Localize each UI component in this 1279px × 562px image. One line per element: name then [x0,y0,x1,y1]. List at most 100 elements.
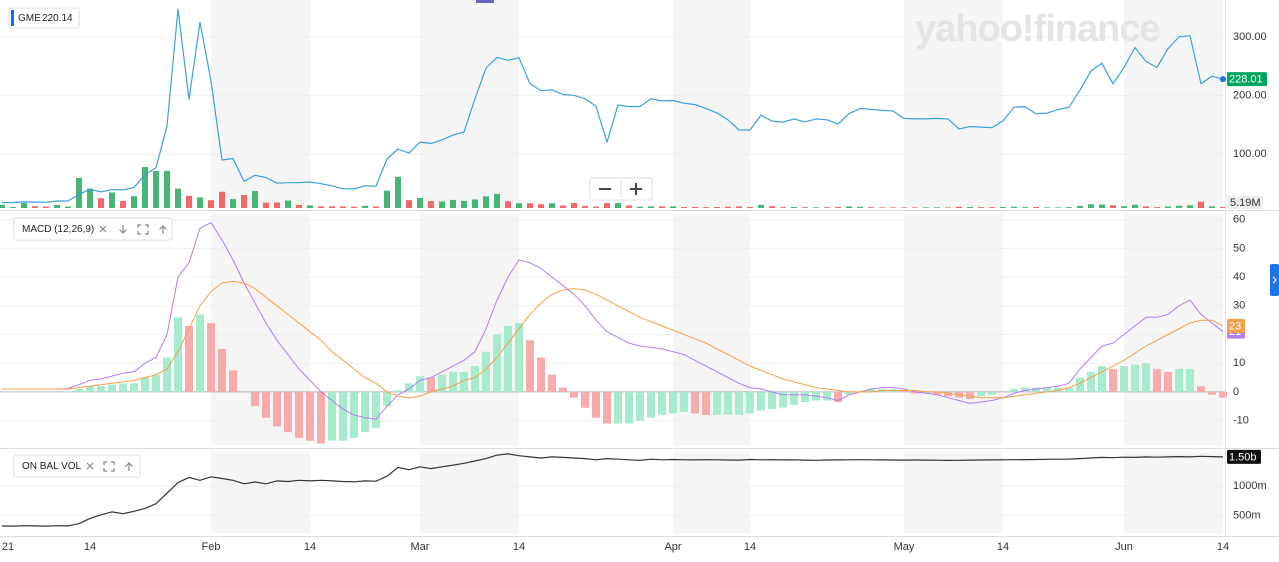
period-band [420,452,519,533]
range-handle[interactable] [476,0,494,3]
histogram-bar [1010,389,1018,392]
move-down-icon[interactable] [119,225,127,234]
volume-bar [142,167,148,208]
volume-bar [175,188,181,208]
period-band [904,0,1003,208]
histogram-bar [1109,368,1117,392]
volume-bar [263,202,269,208]
histogram-bar [823,391,831,401]
zoom-controls [589,177,653,201]
volume-bar [593,206,599,208]
volume-bar [505,201,511,208]
volume-bar [923,207,929,208]
volume-bar [0,204,5,208]
histogram-bar [328,391,336,441]
volume-bar [109,192,115,208]
volume-bar [857,206,863,208]
volume-bar [395,176,401,208]
histogram-bar [790,391,798,405]
volume-bar [1022,207,1028,208]
value-tag-label: 23 [1229,320,1241,332]
histogram-bar [405,383,413,392]
y-tick-label: 30 [1233,300,1245,312]
histogram-bar [449,371,457,392]
histogram-bar [1153,368,1161,392]
x-tick-label: 14 [997,541,1009,553]
histogram-bar [581,391,589,408]
volume-bar [439,201,445,208]
y-tick-label: 10 [1233,357,1245,369]
histogram-bar [702,391,710,415]
volume-bar [967,206,973,208]
move-up-icon[interactable] [125,462,133,471]
period-band [420,0,519,208]
histogram-bar [273,391,281,427]
volume-bar [1209,206,1215,208]
histogram-bar [306,391,314,441]
histogram-bar [922,391,930,394]
volume-bar [901,207,907,208]
last-point [1220,76,1226,83]
histogram-bar [1087,371,1095,392]
value-tag [1227,72,1267,87]
y-tick-label: -10 [1233,415,1249,427]
histogram-bar [1043,387,1051,392]
histogram-bar [592,391,600,418]
y-tick-label: 500m [1233,509,1261,521]
price-legend[interactable]: GME 220.14 [8,7,80,29]
x-tick-label: 14 [744,541,756,553]
histogram-bar [185,325,193,392]
volume-bar [978,207,984,208]
volume-bar [780,207,786,208]
period-band [904,214,1003,445]
histogram-bar [207,323,215,392]
value-tag-label: 228.01 [1229,73,1263,85]
volume-bar [21,202,27,208]
histogram-bar [779,391,787,408]
volume-bar [153,170,159,208]
remove-icon[interactable] [99,225,107,233]
expand-icon[interactable] [103,461,115,472]
histogram-bar [438,374,446,392]
period-band [1124,0,1223,208]
histogram-bar [163,357,171,392]
histogram-bar [493,334,501,392]
period-band [904,452,1003,533]
value-tag-label: 1.50b [1229,451,1257,463]
legend-box [13,454,141,478]
volume-bar [1033,206,1039,208]
volume-bar [747,206,753,208]
histogram-bar [900,390,908,392]
histogram-bar [1098,366,1106,392]
histogram-bar [570,391,578,398]
legend-title: ON BAL VOL [22,461,82,472]
histogram-bar [724,391,732,415]
volume-bar [1077,205,1083,208]
expand-icon[interactable] [137,224,149,235]
legend-box [8,7,80,29]
volume-bar [494,193,500,208]
histogram-bar [944,391,952,397]
volume-bar [1132,204,1138,208]
volume-bar [659,206,665,208]
zoom-in-button[interactable] [630,183,642,195]
volume-bar [1143,206,1149,208]
y-tick-label: 50 [1233,242,1245,254]
x-tick-label: Jun [1115,541,1133,553]
histogram-bar [933,391,941,395]
side-tab[interactable] [1270,264,1279,296]
volume-bar [549,203,555,208]
remove-icon[interactable] [86,462,94,470]
histogram-bar [1120,366,1128,392]
histogram-bar [317,391,325,444]
histogram-bar [229,370,237,392]
volume-bar [626,205,632,208]
x-tick-label: Apr [664,541,681,553]
volume-bar [582,205,588,208]
move-up-icon[interactable] [159,225,167,234]
histogram-bar [394,390,402,392]
volume-bar [472,199,478,208]
volume-bar [296,204,302,208]
